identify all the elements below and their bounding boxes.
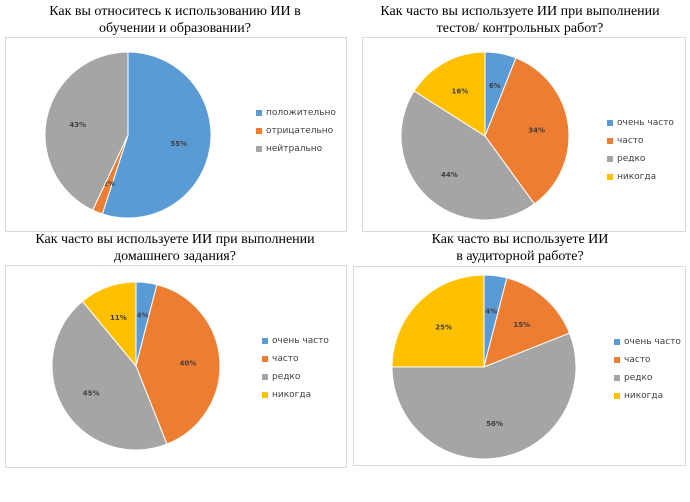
chart2-legend-item-4: никогда (607, 168, 674, 186)
chart2-title: Как часто вы используете ИИ при выполнен… (360, 3, 680, 37)
chart1-slice-1 (101, 51, 212, 219)
chart2-slice-label-4: 16% (452, 87, 469, 95)
chart2-legend-swatch-2 (607, 138, 613, 144)
chart3-slice-label-4: 11% (110, 314, 127, 322)
chart4-title-line1: Как часто вы используете ИИ (431, 232, 609, 247)
chart4-pie: 4% 15% 56% 25% (391, 274, 577, 460)
chart2-title-line2: тестов/ контрольных работ? (436, 21, 604, 36)
chart2-slice-label-2: 34% (528, 126, 545, 134)
chart1-legend-item-1: положительно (256, 104, 336, 122)
chart2-legend-item-3: редко (607, 150, 674, 168)
chart1-title-line2: обучении и образовании? (99, 21, 251, 36)
chart2-title-line1: Как часто вы используете ИИ при выполнен… (380, 4, 660, 19)
chart4-legend-label-3: редко (624, 373, 653, 383)
chart1-legend-swatch-1 (256, 110, 262, 116)
chart3-panel: 4% 40% 45% 11% очень часто часто редко никогда (5, 265, 347, 468)
chart3-slice-label-1: 4% (137, 311, 149, 319)
chart4-legend-item-1: очень часто (614, 333, 681, 351)
chart2-legend-label-4: никогда (617, 172, 657, 182)
chart1-legend-item-3: нейтрально (256, 140, 336, 158)
chart3-title-line2: домашнего задания? (114, 249, 236, 264)
chart1-legend-swatch-2 (256, 128, 262, 134)
chart4-slice-label-2: 15% (513, 321, 530, 329)
chart4-slice-label-3: 56% (486, 420, 503, 428)
chart4-slice-4 (391, 274, 485, 368)
chart2-legend-item-1: очень часто (607, 114, 674, 132)
chart2-legend: очень часто часто редко никогда (607, 114, 674, 186)
chart3-legend-label-3: редко (272, 372, 301, 382)
chart2-legend-swatch-4 (607, 174, 613, 180)
chart4-legend-swatch-4 (614, 393, 620, 399)
chart3-legend-item-1: очень часто (262, 332, 329, 350)
chart3-legend-swatch-2 (262, 356, 268, 362)
chart3-slice-3 (51, 300, 168, 451)
chart4-legend-item-2: часто (614, 351, 681, 369)
chart3-slice-4 (81, 281, 137, 368)
chart4-legend: очень часто часто редко никогда (614, 333, 681, 405)
chart1-legend: положительно отрицательно нейтрально (256, 104, 336, 158)
chart1-pie: 55% 2% 43% (44, 51, 212, 219)
chart1-legend-label-3: нейтрально (266, 144, 323, 154)
chart1-legend-swatch-3 (256, 146, 262, 152)
chart4-panel: 4% 15% 56% 25% очень часто часто редко никогда (353, 266, 686, 466)
chart3-title: Как часто вы используете ИИ при выполнен… (10, 231, 340, 265)
chart1-title-line1: Как вы относитесь к использованию ИИ в (49, 4, 301, 19)
chart1-legend-label-2: отрицательно (266, 126, 334, 136)
chart4-slice-label-4: 25% (435, 324, 452, 332)
chart4-legend-swatch-2 (614, 357, 620, 363)
chart4-legend-item-3: редко (614, 369, 681, 387)
chart2-slice-label-1: 6% (489, 82, 501, 90)
chart4-title-line2: в аудиторной работе? (456, 249, 584, 264)
chart3-legend-swatch-1 (262, 338, 268, 344)
chart4-legend-item-4: никогда (614, 387, 681, 405)
chart1-legend-item-2: отрицательно (256, 122, 336, 140)
chart1-slice-label-3: 43% (69, 121, 86, 129)
chart4-title: Как часто вы используете ИИ в аудиторной… (360, 231, 680, 265)
chart4-slice-2 (483, 277, 571, 368)
chart2-slice-label-3: 44% (441, 171, 458, 179)
chart4-legend-label-1: очень часто (624, 337, 681, 347)
chart4-slice-label-1: 4% (485, 307, 497, 315)
chart1-slice-3 (44, 51, 129, 211)
chart1-slice-label-1: 55% (170, 140, 187, 148)
chart3-slice-2 (135, 284, 221, 445)
chart2-legend-swatch-3 (607, 156, 613, 162)
chart3-slice-label-3: 45% (83, 390, 100, 398)
chart2-slice-2 (484, 57, 570, 205)
chart2-legend-label-2: часто (617, 136, 644, 146)
chart2-legend-label-3: редко (617, 154, 646, 164)
chart2-slice-3 (400, 90, 536, 221)
chart1-legend-label-1: положительно (266, 108, 336, 118)
chart3-legend: очень часто часто редко никогда (262, 332, 329, 404)
chart3-legend-item-4: никогда (262, 386, 329, 404)
chart3-legend-item-3: редко (262, 368, 329, 386)
chart4-slice-3 (391, 332, 577, 460)
chart2-legend-item-2: часто (607, 132, 674, 150)
chart3-slice-label-2: 40% (180, 360, 197, 368)
chart3-pie: 4% 40% 45% 11% (51, 281, 221, 451)
chart4-legend-swatch-3 (614, 375, 620, 381)
chart3-legend-item-2: часто (262, 350, 329, 368)
chart1-panel: 55% 2% 43% положительно отрицательно нейтрал… (5, 37, 347, 232)
chart4-legend-label-2: часто (624, 355, 651, 365)
chart3-legend-swatch-3 (262, 374, 268, 380)
chart1-title: Как вы относитесь к использованию ИИ в о… (20, 3, 330, 37)
chart2-slice-4 (413, 51, 486, 137)
chart4-legend-label-4: никогда (624, 391, 664, 401)
chart2-legend-label-1: очень часто (617, 118, 674, 128)
chart3-legend-swatch-4 (262, 392, 268, 398)
chart3-legend-label-4: никогда (272, 390, 312, 400)
chart3-title-line1: Как часто вы используете ИИ при выполнен… (35, 232, 315, 247)
chart2-pie: 6% 34% 44% 16% (400, 51, 570, 221)
chart3-legend-label-1: очень часто (272, 336, 329, 346)
chart2-legend-swatch-1 (607, 120, 613, 126)
chart2-panel: 6% 34% 44% 16% очень часто часто редко никогда (362, 37, 686, 232)
chart4-legend-swatch-1 (614, 339, 620, 345)
chart1-slice-label-2: 2% (103, 180, 115, 188)
chart3-legend-label-2: часто (272, 354, 299, 364)
